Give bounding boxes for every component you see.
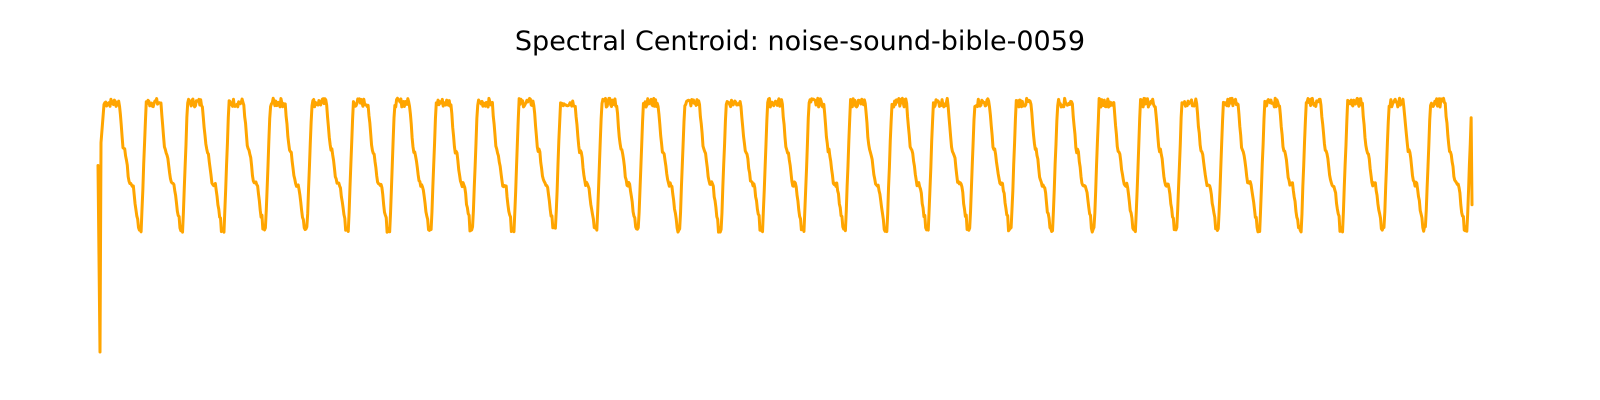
spectral-centroid-line	[96, 96, 1474, 354]
plot-area	[96, 96, 1474, 354]
chart-title: Spectral Centroid: noise-sound-bible-005…	[514, 26, 1086, 57]
